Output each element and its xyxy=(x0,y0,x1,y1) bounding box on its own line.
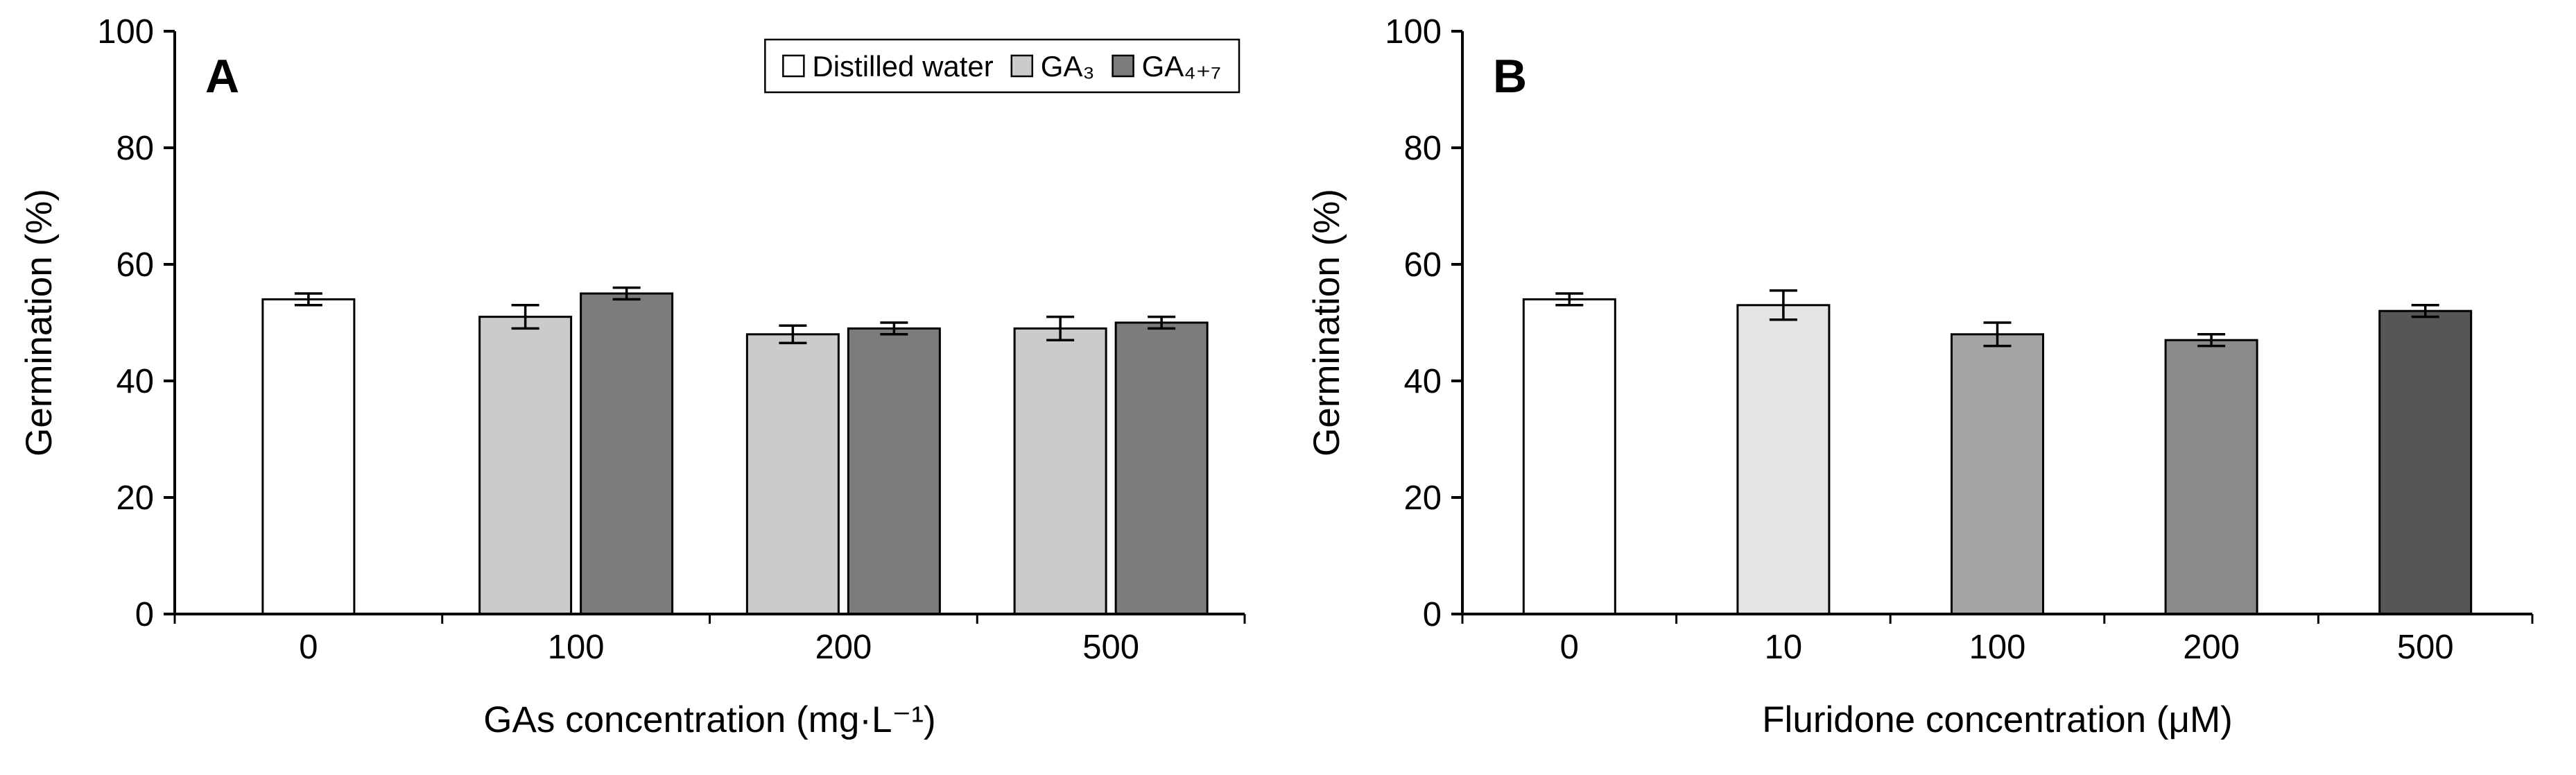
y-axis-title: Germination (%) xyxy=(19,189,60,457)
panel-b: 0 10 100 200 500 0 20 40 60 80 100 Fluridone concen… xyxy=(1288,0,2575,775)
x-tick-label: 100 xyxy=(1969,629,2026,666)
bar xyxy=(580,292,674,615)
bar xyxy=(847,327,941,615)
panel-a-chart: 0 100 200 500 0 20 40 60 80 100 GAs concentration … xyxy=(19,13,1246,740)
y-axis-title: Germination (%) xyxy=(1306,189,1347,457)
legend-swatch xyxy=(1010,54,1034,78)
y-tick-label: 80 xyxy=(116,130,154,167)
x-tick-label: 500 xyxy=(1082,629,1139,666)
y-tick-label: 20 xyxy=(116,479,154,517)
bar xyxy=(1114,321,1209,615)
y-tick-label: 60 xyxy=(1403,246,1442,284)
bar xyxy=(478,316,573,615)
legend-swatch xyxy=(1112,54,1134,78)
bar xyxy=(745,333,840,615)
legend-label: GA₃ xyxy=(1041,50,1095,83)
panel-label: B xyxy=(1493,50,1527,103)
panel-b-chart: 0 10 100 200 500 0 20 40 60 80 100 Fluridone concen… xyxy=(1306,13,2534,740)
bar xyxy=(1522,298,1616,615)
x-tick-label: 100 xyxy=(548,629,605,666)
bar xyxy=(1013,327,1107,615)
y-tick-label: 100 xyxy=(97,13,154,51)
y-tick-label: 100 xyxy=(1385,13,1442,51)
bar xyxy=(2164,339,2258,615)
x-tick-label: 200 xyxy=(2183,629,2240,666)
y-tick-label: 0 xyxy=(1423,596,1442,633)
x-tick-label: 200 xyxy=(815,629,872,666)
x-tick-label: 0 xyxy=(1560,629,1579,666)
y-tick-label: 60 xyxy=(116,246,154,284)
y-tick-label: 0 xyxy=(135,596,154,633)
x-tick-label: 500 xyxy=(2397,629,2454,666)
panel-label: A xyxy=(205,50,239,103)
x-tick-label: 0 xyxy=(299,629,318,666)
x-axis-title: GAs concentration (mg·L⁻¹) xyxy=(483,699,935,740)
bar xyxy=(1736,304,1831,615)
y-tick-label: 80 xyxy=(1403,130,1442,167)
bar xyxy=(1951,333,2044,615)
y-tick-label: 40 xyxy=(1403,363,1442,400)
legend-swatch xyxy=(782,54,805,78)
legend-label: GA₄₊₇ xyxy=(1142,50,1221,83)
legend-label: Distilled water xyxy=(812,50,993,83)
panel-a: 0 100 200 500 0 20 40 60 80 100 GAs concentration … xyxy=(19,13,1246,740)
bar xyxy=(2378,309,2473,615)
y-tick-label: 20 xyxy=(1403,479,1442,517)
y-tick-label: 40 xyxy=(116,363,154,400)
x-axis-title: Fluridone concentration (μM) xyxy=(1762,699,2233,740)
legend-box xyxy=(764,38,1241,94)
bar xyxy=(261,298,356,615)
x-tick-label: 10 xyxy=(1765,629,1803,666)
